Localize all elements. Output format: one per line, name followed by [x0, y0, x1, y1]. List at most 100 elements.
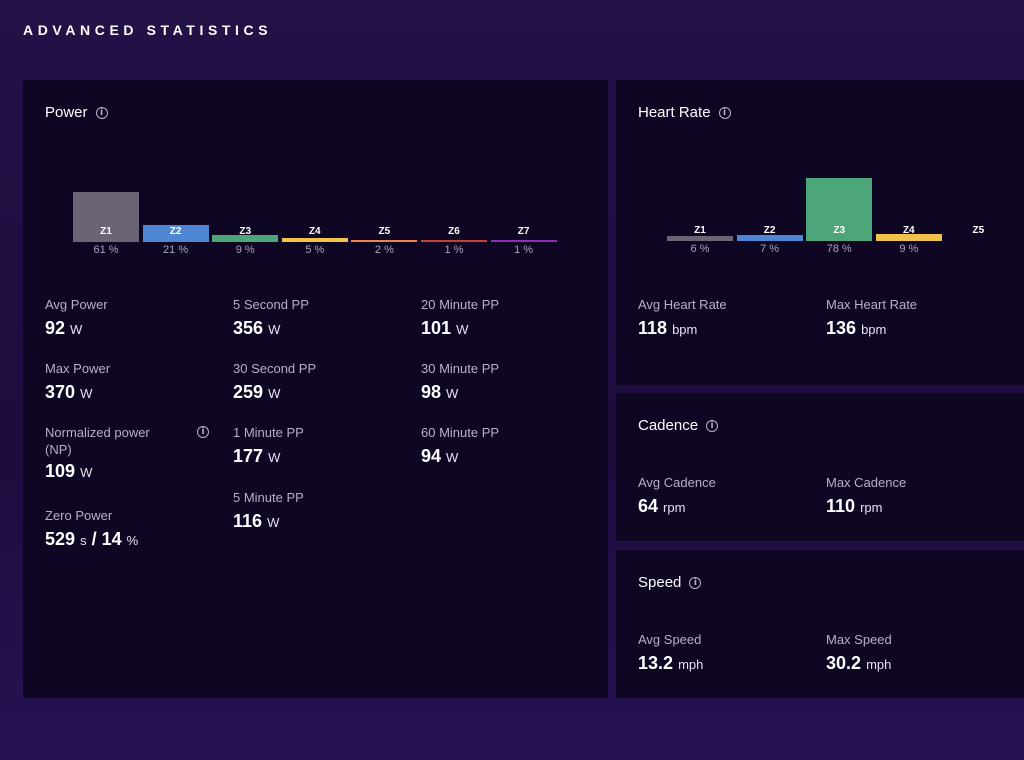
cadence-card: Cadence i Avg Cadence 64 rpm Max Cadence…	[616, 393, 1024, 541]
avg-heart-rate-stat: Avg Heart Rate 118 bpm	[638, 296, 727, 339]
pp-5m-stat: 5 Minute PP 116 W	[233, 489, 304, 532]
zone-percent: 1 %	[444, 244, 464, 256]
zone-percent: 21 %	[163, 244, 189, 256]
zone-label: Z2	[169, 226, 182, 237]
pp-1m-stat: 1 Minute PP 177 W	[233, 424, 304, 467]
stat-value: 94 W	[421, 446, 459, 466]
zone-label: Z1	[100, 226, 112, 237]
zone-bar-z5: Z5 2 %	[351, 180, 418, 258]
zone-bar-fill	[736, 235, 803, 241]
zone-bar-fill	[351, 240, 418, 242]
info-icon[interactable]: i	[706, 419, 719, 432]
zone-label: Z6	[448, 226, 460, 237]
page-title: ADVANCED STATISTICS	[23, 22, 273, 38]
zone-bar-z2: Z2 21 %	[142, 180, 209, 258]
zone-bar-z4: Z4 5 %	[281, 180, 348, 258]
stat-label: Avg Speed	[638, 632, 702, 647]
stat-label: 30 Second PP	[233, 361, 317, 376]
stat-value: 13.2 mph	[638, 653, 704, 673]
zone-bar-fill	[142, 224, 209, 242]
stat-label: 60 Minute PP	[421, 425, 500, 440]
zone-bar-z3: Z3 9 %	[212, 180, 279, 258]
zone-bar-z1: Z1 6 %	[667, 178, 733, 257]
stat-value: 109 W	[45, 461, 93, 481]
zone-label: Z1	[694, 225, 706, 236]
pp-20m-stat: 20 Minute PP 101 W	[421, 296, 499, 339]
info-icon[interactable]: i	[689, 576, 702, 589]
zone-percent: 2 %	[374, 244, 394, 256]
heart-rate-card: Heart Rate i Z1 6 % Z2 7 % Z3 78 % Z4 9 % Z5 Avg…	[616, 80, 1024, 385]
power-zone-chart: Z1 61 % Z2 21 % Z3 9 % Z4 5 % Z5 2 % Z6 1 % Z7 1 %	[73, 180, 559, 260]
zone-percent: 9 %	[899, 243, 919, 255]
zone-bar-fill	[212, 234, 279, 242]
zone-percent: 9 %	[235, 244, 255, 256]
info-icon[interactable]: i	[718, 106, 731, 119]
zone-label: Z4	[308, 226, 321, 237]
stat-value: 110 rpm	[826, 496, 883, 516]
stat-value: 356 W	[233, 318, 281, 338]
zone-label: Z7	[517, 226, 530, 237]
zone-percent: 61 %	[93, 244, 119, 256]
stat-value: 30.2 mph	[826, 653, 892, 673]
stat-label: Normalized power (NP)	[45, 425, 150, 457]
stat-value: 98 W	[421, 382, 459, 402]
stat-label: 20 Minute PP	[421, 297, 500, 312]
speed-card-header: Speed i	[638, 574, 702, 591]
heart-rate-card-header: Heart Rate i	[638, 104, 731, 121]
zone-bar-z1: Z1 61 %	[73, 180, 139, 258]
heart-rate-zone-chart: Z1 6 % Z2 7 % Z3 78 % Z4 9 % Z5	[667, 178, 1014, 260]
max-heart-rate-stat: Max Heart Rate 136 bpm	[826, 296, 917, 339]
stat-label: Max Cadence	[826, 475, 907, 490]
stat-value: 529 s / 14 %	[45, 529, 139, 549]
zone-bar-z3: Z3 78 %	[806, 178, 873, 257]
zone-percent: 6 %	[690, 243, 710, 255]
zone-bar-fill	[73, 192, 139, 242]
pp-30m-stat: 30 Minute PP 98 W	[421, 360, 499, 403]
zone-bar-fill	[806, 178, 873, 241]
stat-label: 5 Minute PP	[233, 490, 304, 505]
stat-value: 136 bpm	[826, 318, 887, 338]
cadence-title: Cadence	[638, 417, 699, 434]
zone-percent: 1 %	[514, 244, 534, 256]
zone-percent: 5 %	[305, 244, 325, 256]
zone-percent: 7 %	[760, 243, 780, 255]
info-icon[interactable]: i	[95, 106, 108, 119]
stat-label: Avg Heart Rate	[638, 297, 727, 312]
zero-power-stat: Zero Power 529 s / 14 %	[45, 507, 138, 550]
avg-speed-stat: Avg Speed 13.2 mph	[638, 631, 703, 674]
zone-percent: 78 %	[826, 243, 852, 255]
zone-bar-z4: Z4 9 %	[875, 178, 942, 257]
speed-card: Speed i Avg Speed 13.2 mph Max Speed 30.…	[616, 550, 1024, 698]
stat-label: Zero Power	[45, 508, 113, 523]
heart-rate-title: Heart Rate	[638, 104, 711, 121]
zone-bar-fill	[667, 236, 733, 241]
zone-bar-fill	[490, 240, 557, 242]
cadence-card-header: Cadence i	[638, 417, 719, 434]
zone-label: Z4	[902, 225, 915, 236]
stat-value: 177 W	[233, 446, 281, 466]
stat-label: Max Power	[45, 361, 111, 376]
stat-value: 116 W	[233, 511, 280, 531]
avg-power-stat: Avg Power 92 W	[45, 296, 108, 339]
power-card-header: Power i	[45, 104, 108, 121]
stat-label: Avg Power	[45, 297, 108, 312]
stat-value: 64 rpm	[638, 496, 686, 516]
zone-label: Z3	[833, 225, 846, 236]
stat-label: 30 Minute PP	[421, 361, 500, 376]
zone-bar-fill	[875, 233, 942, 241]
zone-bar-z6: Z6 1 %	[421, 180, 487, 258]
stat-label: 5 Second PP	[233, 297, 309, 312]
zone-bar-z5: Z5	[945, 178, 1011, 257]
stat-label: 1 Minute PP	[233, 425, 304, 440]
pp-5s-stat: 5 Second PP 356 W	[233, 296, 309, 339]
stat-value: 101 W	[421, 318, 469, 338]
stat-value: 370 W	[45, 382, 93, 402]
zone-label: Z5	[378, 226, 391, 237]
np-info-icon[interactable]: i	[197, 426, 209, 438]
stat-label: Avg Cadence	[638, 475, 716, 490]
speed-title: Speed	[638, 574, 682, 591]
zone-label: Z3	[239, 226, 252, 237]
stat-value: 259 W	[233, 382, 281, 402]
power-card: Power i Z1 61 % Z2 21 % Z3 9 % Z4 5 % Z5 2 % Z6 1 %…	[23, 80, 608, 698]
stat-value: 118 bpm	[638, 318, 698, 338]
